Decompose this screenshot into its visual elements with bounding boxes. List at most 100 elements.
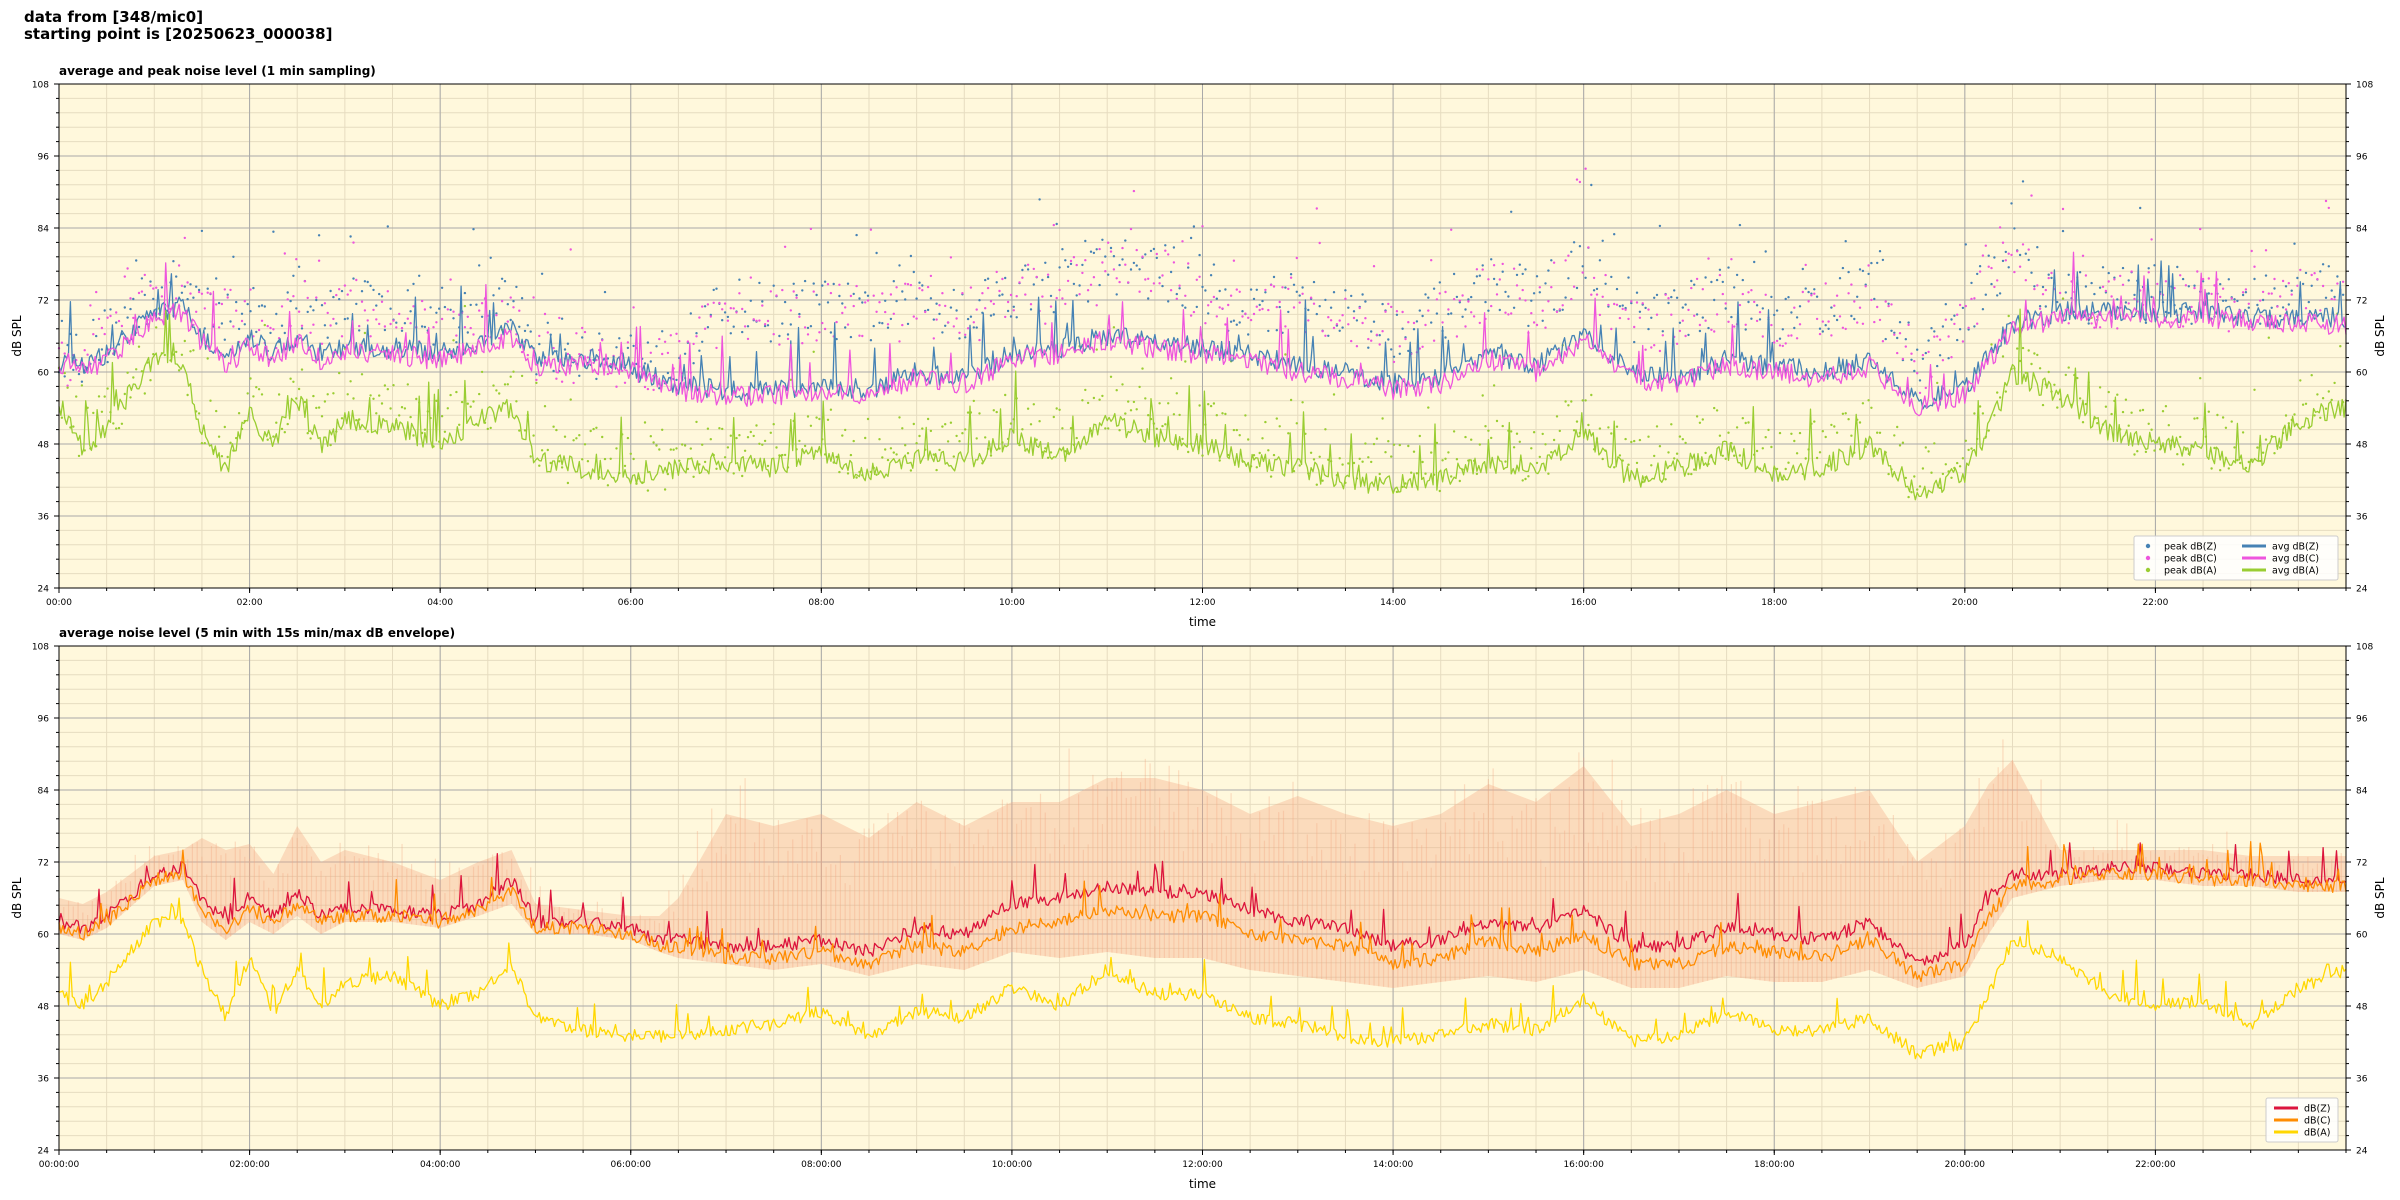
peak-point bbox=[972, 326, 975, 329]
peak-point bbox=[735, 311, 738, 314]
peak-point bbox=[320, 342, 324, 345]
peak-point bbox=[1964, 304, 1968, 308]
peak-point bbox=[97, 358, 101, 362]
peak-point bbox=[941, 425, 944, 428]
y-tick-label-right: 48 bbox=[2356, 1003, 2368, 1013]
peak-point bbox=[898, 340, 901, 343]
peak-point bbox=[2196, 270, 2199, 273]
peak-point bbox=[1647, 327, 1650, 331]
peak-point bbox=[946, 440, 950, 443]
peak-point bbox=[220, 455, 224, 458]
peak-point bbox=[1927, 450, 1930, 453]
x-tick-label: 16:00 bbox=[1571, 598, 1597, 608]
y-tick-label-right: 48 bbox=[2356, 441, 2368, 451]
peak-point bbox=[932, 337, 935, 340]
peak-point bbox=[392, 319, 395, 322]
peak-point bbox=[1187, 262, 1190, 265]
peak-point bbox=[1904, 476, 1908, 480]
peak-point bbox=[249, 377, 252, 380]
peak-point bbox=[543, 312, 547, 316]
peak-point bbox=[1650, 316, 1653, 319]
x-tick-label: 22:00:00 bbox=[2135, 1160, 2176, 1170]
peak-point bbox=[1830, 306, 1833, 309]
peak-point bbox=[286, 422, 289, 426]
peak-point bbox=[449, 278, 452, 281]
peak-point bbox=[1041, 278, 1044, 282]
peak-point bbox=[1058, 408, 1061, 411]
peak-point bbox=[109, 314, 112, 318]
peak-point bbox=[1124, 412, 1127, 415]
peak-point bbox=[1961, 306, 1965, 310]
peak-point bbox=[592, 427, 595, 431]
peak-point bbox=[881, 292, 884, 295]
peak-point bbox=[772, 423, 775, 426]
x-tick-label: 20:00:00 bbox=[1945, 1160, 1986, 1170]
legend: dB(Z)dB(C)dB(A) bbox=[2265, 1097, 2339, 1143]
peak-point bbox=[2181, 325, 2185, 328]
peak-point bbox=[2021, 180, 2025, 183]
peak-point bbox=[1964, 243, 1968, 246]
peak-point bbox=[823, 327, 827, 331]
peak-point bbox=[1412, 450, 1416, 453]
peak-point bbox=[2219, 295, 2222, 299]
peak-point bbox=[741, 307, 744, 311]
peak-point bbox=[552, 425, 555, 428]
peak-point bbox=[2167, 311, 2170, 315]
peak-point bbox=[1675, 452, 1679, 455]
peak-point bbox=[552, 369, 555, 373]
peak-point bbox=[206, 291, 209, 294]
peak-point bbox=[2007, 266, 2010, 269]
peak-point bbox=[2330, 289, 2333, 292]
x-tick-label: 10:00:00 bbox=[992, 1160, 1033, 1170]
peak-point bbox=[743, 449, 747, 452]
peak-point bbox=[1218, 306, 1221, 309]
peak-point bbox=[1075, 436, 1078, 440]
peak-point bbox=[1941, 472, 1945, 476]
peak-point bbox=[1352, 316, 1356, 320]
peak-point bbox=[1189, 236, 1193, 240]
peak-point bbox=[1064, 302, 1067, 306]
peak-point bbox=[180, 353, 184, 356]
peak-point bbox=[2273, 452, 2276, 455]
peak-point bbox=[735, 436, 738, 440]
peak-point bbox=[183, 285, 186, 288]
peak-point bbox=[1658, 224, 1662, 228]
peak-point bbox=[86, 353, 89, 356]
peak-point bbox=[1272, 285, 1276, 288]
peak-point bbox=[2004, 259, 2008, 262]
peak-point bbox=[2324, 199, 2328, 203]
peak-point bbox=[886, 326, 890, 329]
peak-point bbox=[1224, 412, 1227, 416]
peak-point bbox=[1161, 284, 1164, 288]
peak-point bbox=[749, 276, 752, 279]
peak-point bbox=[2061, 229, 2065, 233]
peak-point bbox=[112, 422, 115, 425]
peak-point bbox=[875, 310, 878, 313]
peak-point bbox=[1773, 341, 1776, 344]
peak-point bbox=[1833, 304, 1836, 307]
peak-point bbox=[1392, 355, 1396, 358]
peak-point bbox=[306, 432, 309, 435]
peak-point bbox=[1938, 338, 1942, 341]
peak-point bbox=[2133, 293, 2136, 297]
peak-point bbox=[200, 292, 204, 295]
peak-point bbox=[578, 434, 581, 437]
peak-point bbox=[1058, 288, 1061, 292]
peak-point bbox=[1435, 312, 1439, 315]
peak-point bbox=[1575, 420, 1579, 423]
peak-point bbox=[1770, 323, 1773, 327]
peak-point bbox=[1970, 297, 1973, 301]
peak-point bbox=[1321, 330, 1324, 333]
peak-point bbox=[215, 303, 218, 306]
peak-point bbox=[120, 422, 124, 425]
peak-point bbox=[1918, 391, 1922, 395]
peak-point bbox=[292, 295, 295, 298]
peak-point bbox=[1321, 479, 1324, 482]
peak-point bbox=[189, 292, 192, 295]
peak-point bbox=[209, 292, 212, 295]
peak-point bbox=[1467, 300, 1470, 303]
peak-point bbox=[1169, 377, 1173, 380]
peak-point bbox=[1172, 246, 1176, 249]
peak-point bbox=[1584, 399, 1587, 402]
peak-point bbox=[966, 327, 970, 330]
